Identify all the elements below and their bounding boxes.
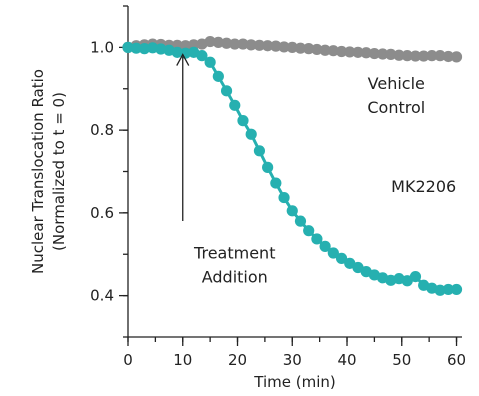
data-point-vehicle-control	[270, 40, 282, 52]
x-tick-label: 60	[447, 351, 466, 369]
data-point-mk2206	[130, 42, 142, 54]
data-point-mk2206	[171, 46, 183, 58]
data-point-mk2206	[155, 43, 167, 55]
data-point-vehicle-control	[311, 43, 323, 56]
data-point-vehicle-control	[393, 49, 405, 61]
y-axis-title-line1: Nuclear Translocation Ratio	[29, 69, 47, 274]
x-axis-title: Time (min)	[253, 373, 335, 391]
data-point-vehicle-control	[368, 47, 380, 60]
data-point-vehicle-control	[294, 42, 307, 54]
vehicle-control-label: Control	[367, 98, 425, 117]
data-point-mk2206	[122, 41, 134, 53]
data-point-vehicle-control	[418, 50, 430, 62]
data-point-vehicle-control	[319, 44, 331, 56]
x-tick-label: 0	[123, 351, 133, 369]
data-point-mk2206	[138, 43, 151, 55]
data-point-vehicle-control	[335, 45, 348, 58]
data-point-mk2206	[204, 56, 216, 68]
data-point-vehicle-control	[245, 39, 257, 51]
data-point-vehicle-control	[327, 45, 339, 57]
data-point-vehicle-control	[401, 50, 413, 62]
x-tick-label: 30	[283, 351, 302, 369]
data-point-vehicle-control	[237, 38, 249, 50]
data-point-vehicle-control	[278, 41, 290, 53]
data-point-mk2206	[434, 284, 446, 296]
series-group	[122, 35, 463, 296]
data-point-vehicle-control	[426, 50, 438, 62]
data-point-vehicle-control	[360, 47, 372, 59]
data-point-vehicle-control	[344, 46, 356, 58]
data-point-mk2206	[229, 99, 241, 111]
data-point-mk2206	[303, 225, 315, 237]
treatment-arrow-head	[176, 53, 190, 66]
data-point-mk2206	[278, 191, 290, 204]
data-point-vehicle-control	[352, 46, 364, 58]
data-point-mk2206	[212, 70, 224, 82]
data-point-vehicle-control	[450, 51, 463, 63]
data-point-vehicle-control	[303, 43, 315, 55]
data-point-vehicle-control	[212, 36, 224, 49]
mk2206-label: MK2206	[391, 177, 456, 196]
data-point-mk2206	[409, 270, 422, 283]
y-tick-label: 0.8	[90, 121, 114, 139]
data-point-vehicle-control	[229, 38, 241, 50]
data-point-mk2206	[311, 233, 323, 245]
data-point-vehicle-control	[220, 37, 233, 49]
data-point-mk2206	[253, 145, 266, 157]
data-point-vehicle-control	[253, 39, 266, 51]
data-point-mk2206	[220, 85, 233, 97]
data-point-vehicle-control	[286, 41, 298, 53]
data-point-vehicle-control	[442, 50, 454, 63]
treatment-addition-label: Treatment	[193, 243, 275, 262]
y-axis-title-line2: (Normalized to t = 0)	[50, 92, 68, 251]
data-point-mk2206	[327, 247, 339, 259]
data-point-mk2206	[319, 240, 331, 252]
data-point-mk2206	[147, 42, 159, 54]
axes: 0.4 0.6 0.8 1.0 0 10 20 30 40 50 60 Time (min) Nucle…	[29, 5, 466, 391]
x-tick-label: 10	[173, 351, 192, 369]
y-tick-label: 1.0	[90, 38, 114, 56]
data-point-mk2206	[237, 115, 249, 127]
data-point-vehicle-control	[377, 48, 389, 60]
x-tick-label: 50	[392, 351, 411, 369]
data-point-mk2206	[196, 50, 208, 62]
y-tick-label: 0.4	[90, 287, 114, 305]
y-tick-label: 0.6	[90, 204, 114, 222]
x-tick-label: 20	[228, 351, 247, 369]
data-point-mk2206	[245, 128, 257, 140]
data-point-vehicle-control	[262, 40, 274, 52]
treatment-addition-label: Addition	[202, 267, 268, 286]
vehicle-control-label: Vehicle	[368, 74, 425, 93]
data-point-mk2206	[450, 283, 463, 296]
data-point-mk2206	[270, 177, 282, 189]
data-point-mk2206	[286, 205, 298, 217]
data-point-mk2206	[335, 252, 348, 264]
data-point-vehicle-control	[434, 50, 446, 62]
data-point-mk2206	[294, 215, 307, 227]
annotations: Vehicle Control MK2206 Treatment Addition	[176, 53, 456, 286]
data-point-vehicle-control	[385, 48, 397, 61]
data-point-mk2206	[262, 161, 274, 173]
x-tick-label: 40	[337, 351, 356, 369]
data-point-mk2206	[442, 283, 454, 296]
data-point-vehicle-control	[204, 35, 216, 48]
data-point-vehicle-control	[409, 50, 422, 62]
